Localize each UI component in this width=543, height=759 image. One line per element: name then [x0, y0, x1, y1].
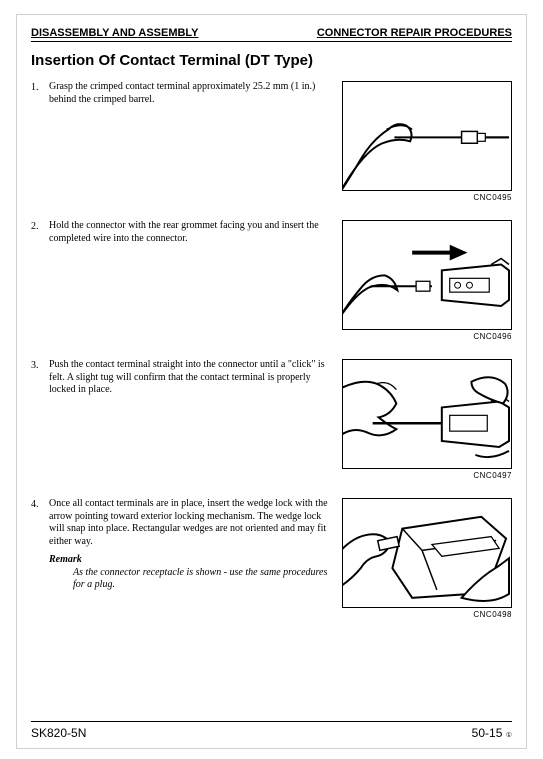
page-footer: SK820-5N 50-15 ①: [31, 721, 512, 740]
figure-label: CNC0497: [342, 471, 512, 480]
page-frame: DISASSEMBLY AND ASSEMBLY CONNECTOR REPAI…: [16, 14, 527, 749]
figure: [342, 220, 512, 330]
header-right: CONNECTOR REPAIR PROCEDURES: [317, 27, 512, 39]
step-text: Push the contact terminal straight into …: [49, 359, 334, 480]
remark-body: As the connector receptacle is shown - u…: [73, 567, 330, 592]
footer-model: SK820-5N: [31, 726, 86, 740]
figure-wrap: CNC0498: [342, 498, 512, 619]
figure-wrap: CNC0497: [342, 359, 512, 480]
steps-list: 1. Grasp the crimped contact terminal ap…: [31, 81, 512, 619]
step: 1. Grasp the crimped contact terminal ap…: [31, 81, 512, 202]
figure-label: CNC0495: [342, 193, 512, 202]
figure-label: CNC0496: [342, 332, 512, 341]
step-text: Hold the connector with the rear grommet…: [49, 220, 334, 341]
step-number: 2.: [31, 220, 49, 232]
footer-page: 50-15 ①: [472, 726, 512, 740]
step-number: 3.: [31, 359, 49, 371]
figure: [342, 81, 512, 191]
step-body: Once all contact terminals are in place,…: [49, 498, 512, 619]
figure-illustration: [343, 499, 511, 608]
header-rule: [31, 41, 512, 42]
figure-wrap: CNC0496: [342, 220, 512, 341]
page-header: DISASSEMBLY AND ASSEMBLY CONNECTOR REPAI…: [31, 27, 512, 39]
step: 4. Once all contact terminals are in pla…: [31, 498, 512, 619]
step-body: Grasp the crimped contact terminal appro…: [49, 81, 512, 202]
footer-page-number: 50-15: [472, 726, 503, 740]
step: 2. Hold the connector with the rear grom…: [31, 220, 512, 341]
figure: [342, 359, 512, 469]
footer-page-sub: ①: [506, 732, 512, 739]
figure-illustration: [343, 221, 511, 330]
step-body: Hold the connector with the rear grommet…: [49, 220, 512, 341]
figure-illustration: [343, 360, 511, 469]
step-text-content: Once all contact terminals are in place,…: [49, 498, 328, 547]
figure-illustration: [343, 82, 511, 191]
figure-wrap: CNC0495: [342, 81, 512, 202]
section-title: Insertion Of Contact Terminal (DT Type): [31, 52, 512, 69]
header-left: DISASSEMBLY AND ASSEMBLY: [31, 27, 198, 39]
step-body: Push the contact terminal straight into …: [49, 359, 512, 480]
figure-label: CNC0498: [342, 610, 512, 619]
figure: [342, 498, 512, 608]
remark-head: Remark: [49, 554, 330, 567]
step-number: 4.: [31, 498, 49, 510]
step-number: 1.: [31, 81, 49, 93]
remark: Remark As the connector receptacle is sh…: [49, 554, 330, 592]
step-text: Grasp the crimped contact terminal appro…: [49, 81, 334, 202]
step: 3. Push the contact terminal straight in…: [31, 359, 512, 480]
step-text: Once all contact terminals are in place,…: [49, 498, 334, 619]
